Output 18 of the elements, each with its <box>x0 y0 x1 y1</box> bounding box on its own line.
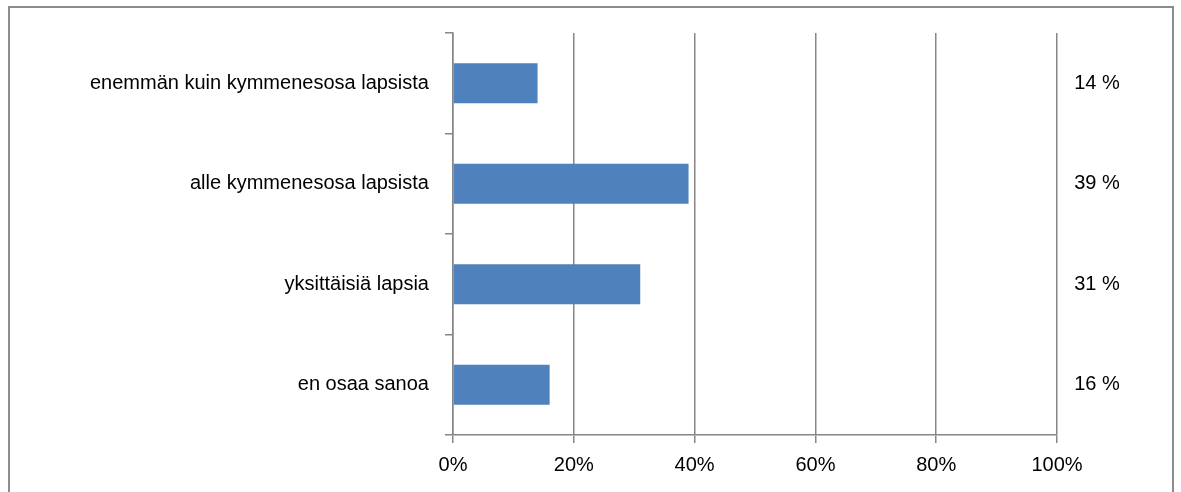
y-tick-label: en osaa sanoa <box>297 372 430 395</box>
data-label: 16 % <box>1074 372 1121 395</box>
y-tick-label: enemmän kuin kymmenesosa lapsista <box>89 70 430 93</box>
y-tick-label: alle kymmenesosa lapsista <box>190 171 430 194</box>
x-tick-label: 0% <box>438 452 468 475</box>
x-tick-label: 100% <box>1031 452 1083 475</box>
x-tick-label: 60% <box>795 452 836 475</box>
bar <box>453 364 550 405</box>
y-tick-label: yksittäisiä lapsia <box>284 271 430 294</box>
data-label: 14 % <box>1074 70 1121 93</box>
data-label: 31 % <box>1074 271 1121 294</box>
bar <box>453 163 689 204</box>
bar <box>453 264 641 305</box>
x-tick-label: 80% <box>916 452 957 475</box>
data-label: 39 % <box>1074 171 1121 194</box>
bar <box>453 63 538 104</box>
x-tick-label: 20% <box>553 452 595 475</box>
x-tick-label: 40% <box>674 452 715 475</box>
